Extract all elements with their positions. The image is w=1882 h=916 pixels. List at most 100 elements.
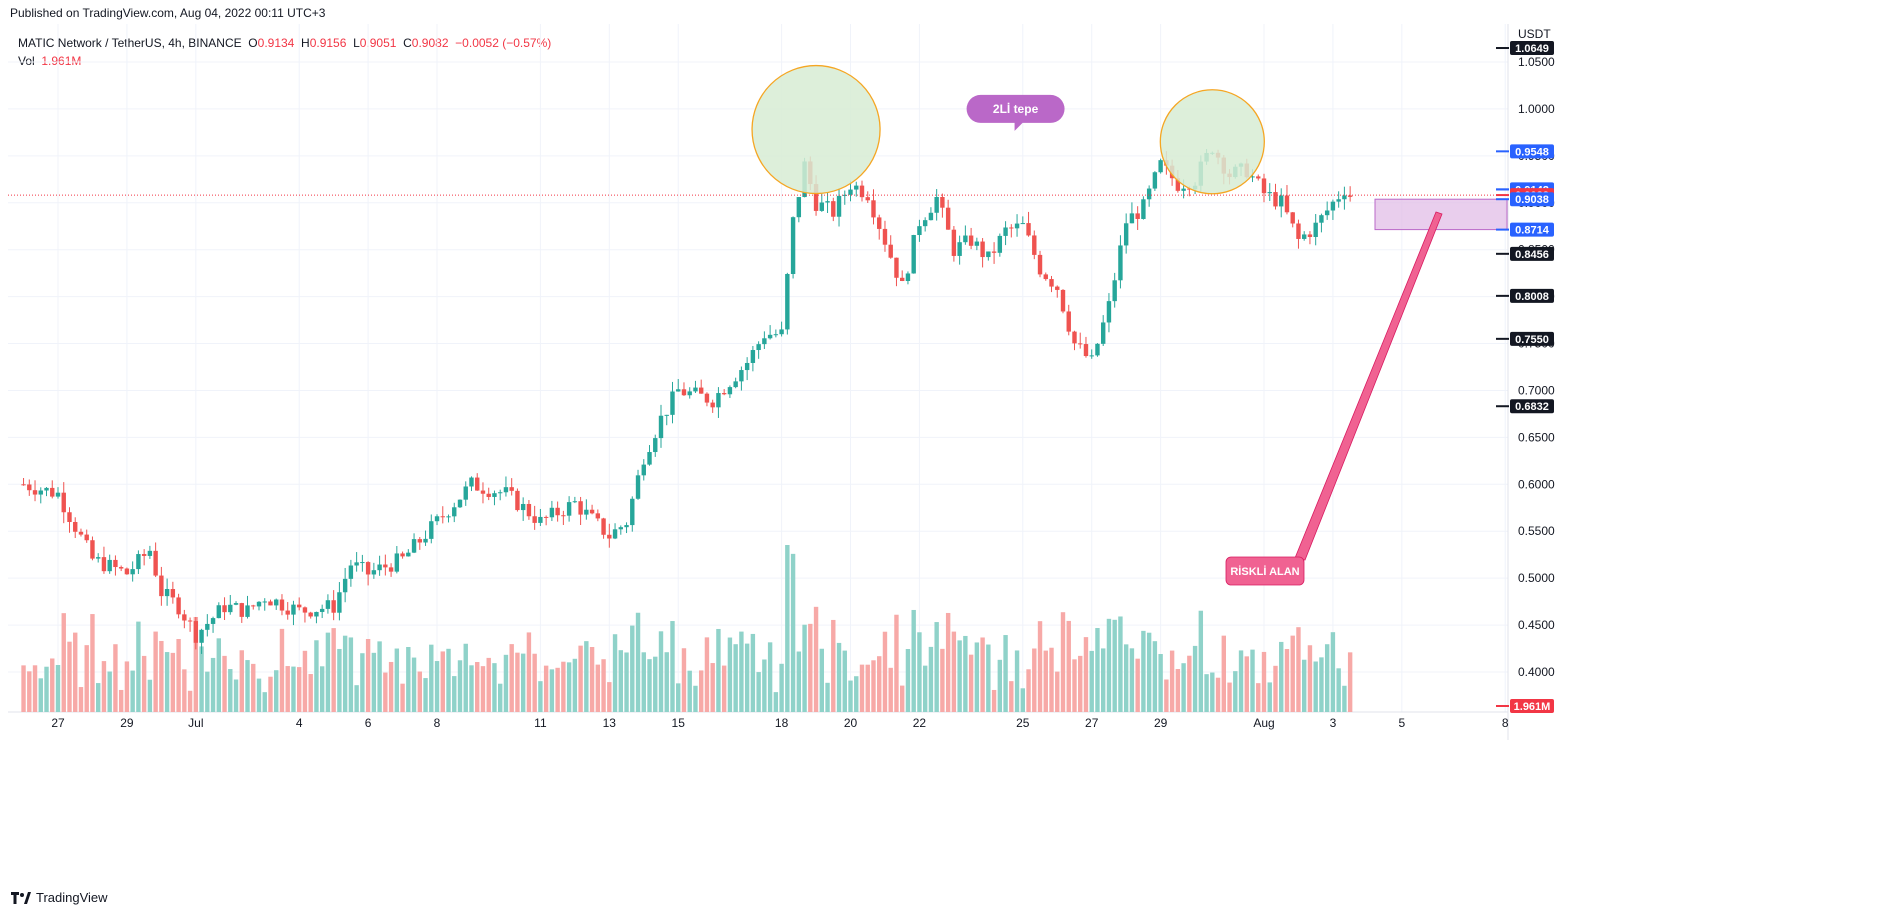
candle-body <box>475 477 480 491</box>
volume-bar <box>733 644 738 712</box>
price-tick-label: 0.6500 <box>1518 430 1555 444</box>
time-tick-label: 27 <box>1085 716 1099 730</box>
volume-bar <box>773 692 779 712</box>
candle-body <box>831 201 836 217</box>
candle-body <box>1020 223 1025 225</box>
candle-body <box>32 490 38 495</box>
volume-bar <box>498 683 503 712</box>
candle-body <box>331 600 336 613</box>
volume-bar <box>199 646 204 712</box>
candle-body <box>463 486 468 500</box>
close-value: 0.9082 <box>411 36 449 50</box>
volume-bar <box>1261 651 1267 712</box>
candle-body <box>319 608 325 612</box>
volume-bar <box>882 631 888 712</box>
volume-bar <box>940 648 945 712</box>
candle-body <box>256 601 262 607</box>
candle-body <box>917 226 922 236</box>
volume-bar <box>538 681 543 712</box>
volume-bar <box>785 545 790 712</box>
candle-body <box>1003 227 1008 236</box>
candle-body <box>251 605 256 607</box>
volume-bar <box>371 652 377 712</box>
volume-bar <box>825 682 830 712</box>
price-marker-label: 0.9548 <box>1515 146 1549 158</box>
candle-body <box>1313 222 1318 238</box>
volume-bar <box>429 644 434 712</box>
candle-body <box>1302 234 1307 239</box>
volume-bar <box>308 674 313 712</box>
volume-bar <box>813 606 819 712</box>
time-tick-label: 25 <box>1016 716 1030 730</box>
candle-body <box>308 612 313 617</box>
candle-body <box>1026 223 1031 236</box>
candle-body <box>595 513 601 519</box>
candle-body <box>721 393 727 395</box>
candle-body <box>900 277 905 282</box>
time-tick-label: 13 <box>603 716 617 730</box>
callout-2li-bubble <box>966 94 1065 131</box>
time-tick-label: 3 <box>1330 716 1337 730</box>
candle-body <box>543 516 549 518</box>
candle-body <box>773 334 779 336</box>
candle-body <box>704 393 710 403</box>
volume-bar <box>945 612 951 712</box>
volume-bar <box>434 661 440 712</box>
volume-bar <box>297 667 302 712</box>
candle-body <box>676 389 681 392</box>
candle-body <box>664 414 669 416</box>
volume-bar <box>859 664 865 712</box>
candle-body <box>118 567 124 569</box>
candle-body <box>124 568 130 575</box>
candle-body <box>371 570 377 575</box>
candle-body <box>153 550 158 576</box>
volume-bar <box>779 663 784 712</box>
volume-bar <box>233 679 239 712</box>
candle-body <box>233 603 239 605</box>
price-marker-badge <box>1510 699 1554 713</box>
candle-body <box>67 512 72 522</box>
candle-body <box>716 393 721 408</box>
volume-bar <box>440 651 445 712</box>
volume-bar <box>911 609 916 712</box>
volume-bar <box>452 676 457 712</box>
volume-bar <box>480 666 486 712</box>
volume-bar <box>44 666 49 712</box>
candle-body <box>561 515 566 517</box>
volume-bar <box>917 632 922 712</box>
candle-body <box>1043 274 1048 280</box>
candle-body <box>406 552 411 557</box>
volume-bar <box>1238 650 1244 712</box>
change-value: −0.0052 (−0.57%) <box>455 36 552 50</box>
candle-body <box>790 217 796 274</box>
candle-body <box>55 492 61 497</box>
volume-bar <box>716 628 721 712</box>
volume-bar <box>1302 659 1307 712</box>
candle-body <box>164 589 170 597</box>
volume-bar <box>1227 682 1232 712</box>
volume-bar <box>1146 632 1152 712</box>
time-tick-label: 8 <box>1502 716 1509 730</box>
volume-bar <box>566 662 572 712</box>
volume-bar <box>601 659 606 712</box>
candle-body <box>968 235 974 246</box>
candle-body <box>618 527 623 530</box>
price-chart[interactable]: 2Lİ tepe RİSKLİ ALAN USDT 1.0500 1.0000 0.95… <box>0 0 1882 880</box>
candle-body <box>130 569 135 575</box>
candle-body <box>1324 210 1330 216</box>
candle-body <box>945 207 951 230</box>
price-tick-label: 1.0000 <box>1518 102 1555 116</box>
low-label: L <box>353 36 360 50</box>
volume-bar <box>475 662 480 712</box>
candle-body <box>1089 355 1094 357</box>
candle-body <box>1261 178 1267 194</box>
candle-body <box>141 554 147 556</box>
volume-bar <box>739 631 744 712</box>
volume-bar <box>1279 641 1284 712</box>
volume-bar <box>1210 672 1215 712</box>
volume-bar <box>469 665 474 712</box>
volume-bar <box>348 637 354 712</box>
low-value: 0.9051 <box>359 36 397 50</box>
candle-body <box>1014 223 1020 229</box>
volume-bar <box>130 670 135 712</box>
